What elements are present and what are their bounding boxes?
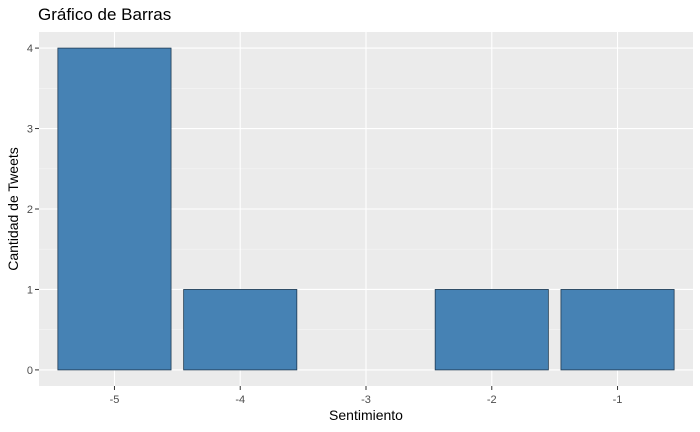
x-tick-label: -4 (235, 394, 245, 406)
y-tick-label: 0 (27, 365, 33, 377)
bar--1 (560, 289, 675, 371)
bar--4 (183, 289, 298, 371)
x-tick-label: -5 (110, 394, 120, 406)
y-axis-title: Cantidad de Tweets (5, 147, 21, 271)
bar--2 (434, 289, 549, 371)
chart-title: Gráfico de Barras (38, 5, 172, 24)
axis-ticks: -5 -4 -3 -2 -1 0 1 2 3 4 (27, 43, 623, 406)
bars (57, 47, 675, 371)
x-tick-label: -2 (487, 394, 497, 406)
bar--5 (57, 47, 172, 371)
y-tick-label: 1 (27, 284, 33, 296)
y-tick-label: 2 (27, 204, 33, 216)
y-tick-label: 4 (27, 43, 33, 55)
x-tick-label: -3 (361, 394, 371, 406)
x-tick-label: -1 (613, 394, 623, 406)
y-tick-label: 3 (27, 124, 33, 136)
x-axis-title: Sentimiento (329, 407, 403, 423)
